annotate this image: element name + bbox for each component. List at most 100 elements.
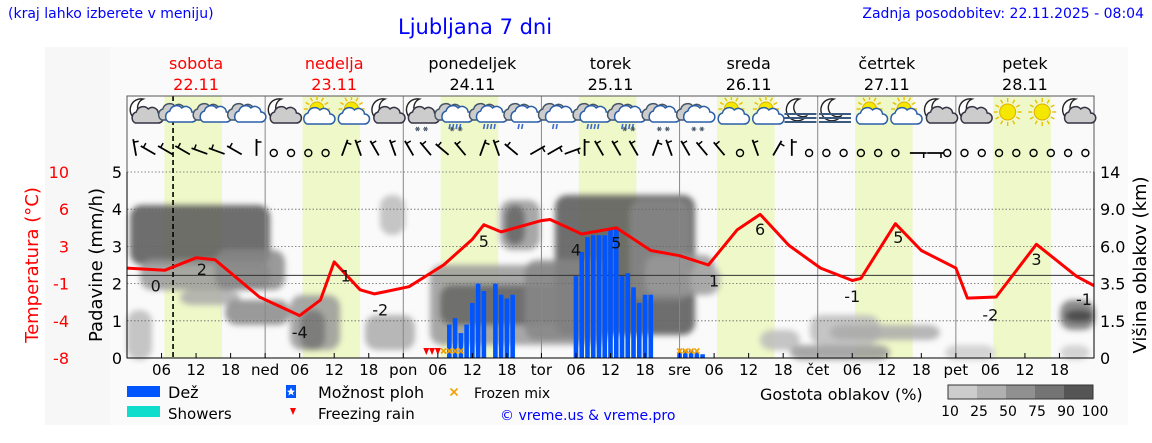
freezing-rain-marker xyxy=(434,348,441,355)
calm-wind-icon xyxy=(960,148,969,158)
rain-bar xyxy=(631,287,636,358)
sun-ray xyxy=(995,104,1000,108)
sun-icon xyxy=(1028,98,1057,126)
sun-ray xyxy=(1012,99,1016,104)
sun-ray xyxy=(719,101,724,106)
wind-barb-icon xyxy=(191,147,208,155)
sun-disc xyxy=(1033,103,1051,121)
rain-drop xyxy=(448,123,451,130)
wind-barb-icon xyxy=(628,140,639,156)
sun-ray xyxy=(911,101,916,106)
wind-barb-feather xyxy=(437,141,442,147)
cloud-density-tick: 75 xyxy=(1028,404,1046,420)
legend-freezing-rain-label: Freezing rain xyxy=(318,405,415,423)
frozen-mix-marker xyxy=(682,347,689,355)
calm-wind-icon xyxy=(856,148,866,158)
day-name: sreda xyxy=(726,54,770,73)
x-tick-label: 12 xyxy=(1015,361,1034,379)
cloud-blob xyxy=(760,330,800,350)
cross-stroke xyxy=(452,347,459,355)
legend: Dež Showers Možnost ploh Freezing rain Froze… xyxy=(127,383,1108,424)
day-date: 24.11 xyxy=(449,75,495,94)
rain-drop xyxy=(520,123,524,130)
wind-barb-icon xyxy=(226,145,243,156)
day-date: 27.11 xyxy=(864,75,910,94)
wind-barb-feather xyxy=(142,142,147,148)
cross-stroke xyxy=(446,347,453,355)
cloud-height-tick: 0 xyxy=(1100,349,1110,368)
rain-bar xyxy=(642,294,648,358)
cloud-light-rain-icon xyxy=(537,102,578,130)
legend-frozen-mix-label: Frozen mix xyxy=(474,386,550,402)
frozen-mix-marker xyxy=(457,347,464,355)
temperature-label: 1 xyxy=(709,272,719,291)
cloud-rain-icon xyxy=(572,102,612,130)
sun-ray xyxy=(862,97,866,102)
day-date: 25.11 xyxy=(588,75,634,94)
x-tick-label: pet xyxy=(944,361,969,379)
wind-barb-feather xyxy=(494,140,500,144)
cloud-shape xyxy=(233,104,267,123)
sun-cloud-icon xyxy=(303,96,336,125)
cloud-blob xyxy=(180,290,240,305)
rain-bar xyxy=(493,283,498,358)
day-name: nedelja xyxy=(305,54,364,73)
calm-wind-icon xyxy=(977,148,986,158)
calm-wind-icon xyxy=(822,148,831,158)
cloud-blob xyxy=(225,300,290,325)
day-name: sobota xyxy=(169,54,223,73)
rain-bar xyxy=(504,298,510,358)
snowflake-stroke xyxy=(415,126,420,132)
moon-fog-icon xyxy=(818,98,851,123)
cloud-blob xyxy=(830,325,940,340)
cloud-sleet-icon xyxy=(606,102,647,132)
cloud-density-scale-frame xyxy=(947,384,1094,400)
rain-bar xyxy=(579,251,585,358)
wind-barb-feather xyxy=(682,140,688,145)
cloud-density-swatch xyxy=(1006,385,1035,399)
wind-barb-icon xyxy=(454,141,467,156)
location-hint: (kraj lahko izberete v meniju) xyxy=(8,6,214,22)
rain-bar xyxy=(590,235,596,358)
wind-barb-icon xyxy=(208,147,225,155)
cloud-blob xyxy=(1065,310,1093,322)
x-tick-label: 06 xyxy=(152,361,171,379)
temperature-label: -1 xyxy=(1076,290,1092,309)
wind-barb-feather xyxy=(595,140,602,145)
cloud-density xyxy=(127,195,1095,360)
copyright: © vreme.us & vreme.pro xyxy=(500,408,675,424)
cloud-shape xyxy=(337,106,371,125)
legend-rain-swatch xyxy=(127,386,160,397)
cloud-blob xyxy=(945,345,995,360)
temperature-label: 2 xyxy=(197,260,207,279)
legend-showers-label: Showers xyxy=(168,405,232,423)
sun-ray xyxy=(1000,99,1004,104)
x-tick-label: 12 xyxy=(325,361,344,379)
wind-barb-feather xyxy=(657,141,663,146)
rain-bar xyxy=(608,229,613,358)
wind-barb-icon xyxy=(547,145,563,156)
cloud-snow-icon xyxy=(641,102,681,132)
temperature-tick: -8 xyxy=(53,349,69,368)
rain-drop xyxy=(589,123,593,130)
calm-wind-icon xyxy=(873,148,883,158)
freezing-rain-marker xyxy=(423,348,430,355)
calm-wind-icon xyxy=(735,148,745,158)
cloud-density-swatch xyxy=(1035,385,1064,399)
cloud-shape xyxy=(269,105,303,124)
sun-cloud-icon xyxy=(337,96,371,125)
sun-ray xyxy=(892,101,897,106)
wind-barb-feather xyxy=(558,147,563,153)
moon-cloud-icon xyxy=(267,98,303,124)
sun-ray xyxy=(309,97,314,102)
snowflake-stroke xyxy=(631,126,635,132)
day-name: četrtek xyxy=(858,54,916,73)
wind-barb-icon xyxy=(564,147,581,155)
wind-barb-icon xyxy=(665,139,673,156)
cloud-shape xyxy=(752,106,785,125)
cross-stroke xyxy=(449,387,459,397)
snowflake-stroke xyxy=(423,126,428,132)
rain-drop xyxy=(593,123,597,130)
day-name: torek xyxy=(590,54,632,73)
sun-ray xyxy=(1050,104,1055,108)
